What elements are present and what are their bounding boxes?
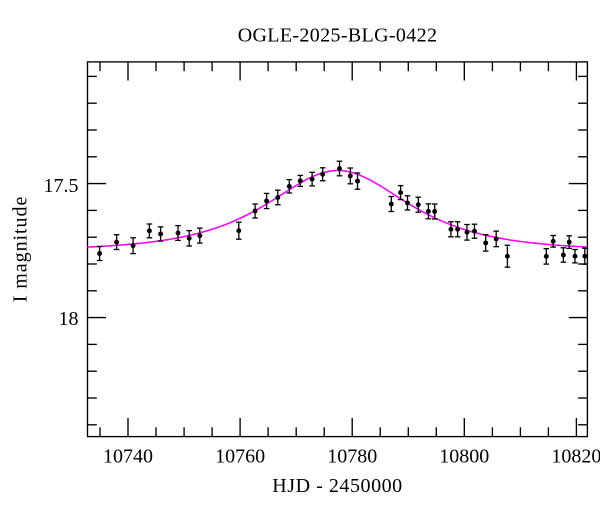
svg-text:OGLE-2025-BLG-0422: OGLE-2025-BLG-0422 bbox=[238, 25, 438, 47]
svg-text:10740: 10740 bbox=[103, 446, 153, 468]
svg-text:18: 18 bbox=[59, 308, 79, 330]
svg-text:I magnitude: I magnitude bbox=[10, 196, 32, 303]
svg-text:10760: 10760 bbox=[215, 446, 265, 468]
svg-text:17.5: 17.5 bbox=[44, 175, 79, 197]
svg-text:10800: 10800 bbox=[439, 446, 489, 468]
svg-text:10820: 10820 bbox=[551, 446, 600, 468]
svg-text:10780: 10780 bbox=[327, 446, 377, 468]
svg-text:HJD - 2450000: HJD - 2450000 bbox=[272, 475, 402, 497]
